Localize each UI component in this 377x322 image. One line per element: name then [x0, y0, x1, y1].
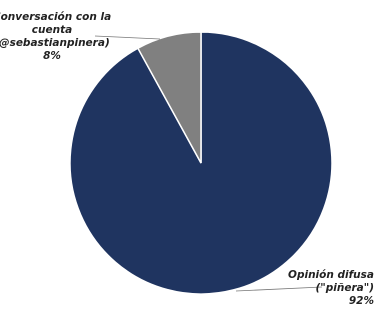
slice-label-line: Opinión difusa [288, 269, 374, 281]
slice-labels: Opinión difusa ("piñera") 92% Conversación … [0, 11, 374, 307]
slice-label-line: 8% [43, 50, 61, 62]
slice-label-1: Conversación con la cuenta (@sebastianpine… [0, 11, 111, 62]
slice-label-line: ("piñera") [315, 282, 374, 294]
pie-slice-1 [136, 31, 202, 164]
leader-lines [94, 35, 323, 292]
pie-slices [69, 31, 333, 295]
slice-label-0: Opinión difusa ("piñera") 92% [288, 269, 374, 307]
slice-label-line: Conversación con la [0, 11, 111, 23]
pie-slice-0 [69, 31, 333, 295]
leader-line-0 [235, 286, 323, 292]
slice-label-line: (@sebastianpinera) [0, 37, 110, 49]
leader-line-1 [94, 35, 161, 40]
slice-label-line: 92% [349, 295, 374, 307]
slice-label-line: cuenta [32, 24, 72, 36]
